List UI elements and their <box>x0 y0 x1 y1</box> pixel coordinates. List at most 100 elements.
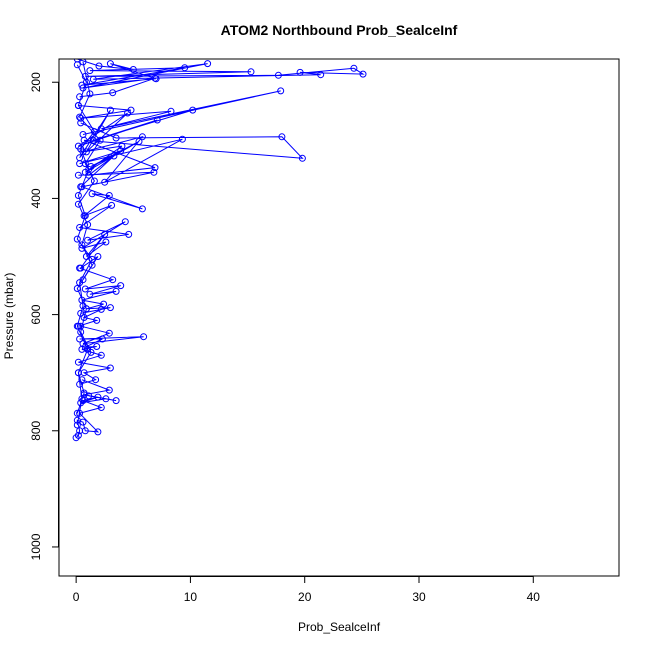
data-point <box>135 138 143 145</box>
data-point <box>78 183 86 191</box>
data-point <box>73 61 81 69</box>
data-point <box>278 133 286 141</box>
data-point <box>81 212 89 220</box>
data-point <box>78 241 86 249</box>
data-point <box>150 168 158 176</box>
data-point <box>84 345 92 353</box>
y-tick-label: 200 <box>29 72 43 92</box>
data-point <box>138 205 146 213</box>
data-point <box>73 421 81 429</box>
data-point <box>124 109 132 117</box>
data-point <box>109 89 117 97</box>
data-point <box>74 171 82 179</box>
x-axis-label: Prob_SealceInf <box>298 620 381 634</box>
series-line <box>78 325 144 385</box>
data-point <box>105 329 113 337</box>
data-point <box>101 178 109 186</box>
data-point <box>94 393 102 401</box>
data-point <box>94 253 102 260</box>
data-point <box>94 428 102 436</box>
data-point <box>167 107 175 115</box>
data-point <box>84 221 92 229</box>
data-point <box>151 164 159 172</box>
data-point <box>77 145 85 153</box>
data-point <box>296 68 304 76</box>
data-point <box>102 395 110 403</box>
data-point <box>97 305 105 313</box>
y-tick-label: 1000 <box>29 533 43 560</box>
series-line <box>78 90 281 159</box>
x-tick-label: 40 <box>527 590 541 604</box>
x-tick-label: 20 <box>298 590 312 604</box>
data-point <box>79 302 87 310</box>
data-point <box>129 66 137 73</box>
data-point <box>95 62 103 70</box>
data-point <box>78 395 86 403</box>
data-point <box>76 264 84 272</box>
data-point <box>117 147 125 155</box>
data-point <box>79 59 87 66</box>
data-point <box>88 255 96 263</box>
data-point <box>84 236 92 244</box>
data-point <box>112 397 120 405</box>
data-point <box>112 134 120 142</box>
data-point <box>101 230 109 238</box>
data-point <box>189 106 197 114</box>
data-point <box>105 192 113 199</box>
data-point <box>86 90 94 98</box>
x-tick-label: 30 <box>412 590 426 604</box>
chart-title: ATOM2 Northbound Prob_SealceInf <box>221 22 458 38</box>
data-point <box>181 64 189 72</box>
data-point <box>204 60 212 68</box>
data-point <box>73 322 81 330</box>
y-tick-label: 600 <box>29 304 43 324</box>
data-point <box>359 70 367 78</box>
data-point <box>85 165 93 173</box>
data-point <box>81 285 89 293</box>
data-point <box>274 71 282 79</box>
data-point <box>97 351 105 359</box>
data-point <box>178 135 186 143</box>
data-point <box>90 177 98 185</box>
data-point <box>105 386 113 394</box>
data-point <box>106 304 114 312</box>
data-point <box>118 142 126 150</box>
data-point <box>93 316 101 324</box>
data-point <box>102 238 110 246</box>
data-point <box>153 116 161 124</box>
data-point <box>98 335 106 343</box>
y-tick-label: 800 <box>29 420 43 440</box>
data-point <box>74 102 82 109</box>
series-line <box>79 122 304 188</box>
data-point <box>73 235 81 243</box>
series-line <box>78 267 121 327</box>
data-point <box>247 68 255 76</box>
data-point <box>151 74 159 82</box>
data-point <box>117 282 125 290</box>
data-point <box>97 404 105 411</box>
data-point <box>86 67 94 75</box>
data-point <box>80 314 88 321</box>
data-point <box>88 190 96 198</box>
data-point <box>96 136 104 144</box>
series-line <box>77 59 365 98</box>
series-line <box>76 64 96 426</box>
data-point <box>93 343 101 350</box>
data-point <box>106 60 114 68</box>
data-point <box>74 358 82 366</box>
data-point <box>74 431 82 439</box>
data-point <box>76 93 84 101</box>
data-point <box>82 78 90 86</box>
data-point <box>317 71 325 79</box>
y-axis-label: Pressure (mbar) <box>2 273 16 360</box>
data-point <box>140 333 148 341</box>
data-point <box>350 64 358 72</box>
plot-frame <box>58 58 620 577</box>
data-point <box>90 128 98 136</box>
data-point <box>138 133 146 141</box>
data-point <box>125 230 133 238</box>
data-point <box>76 224 84 231</box>
x-tick-label: 0 <box>73 590 80 604</box>
data-point <box>74 192 82 199</box>
